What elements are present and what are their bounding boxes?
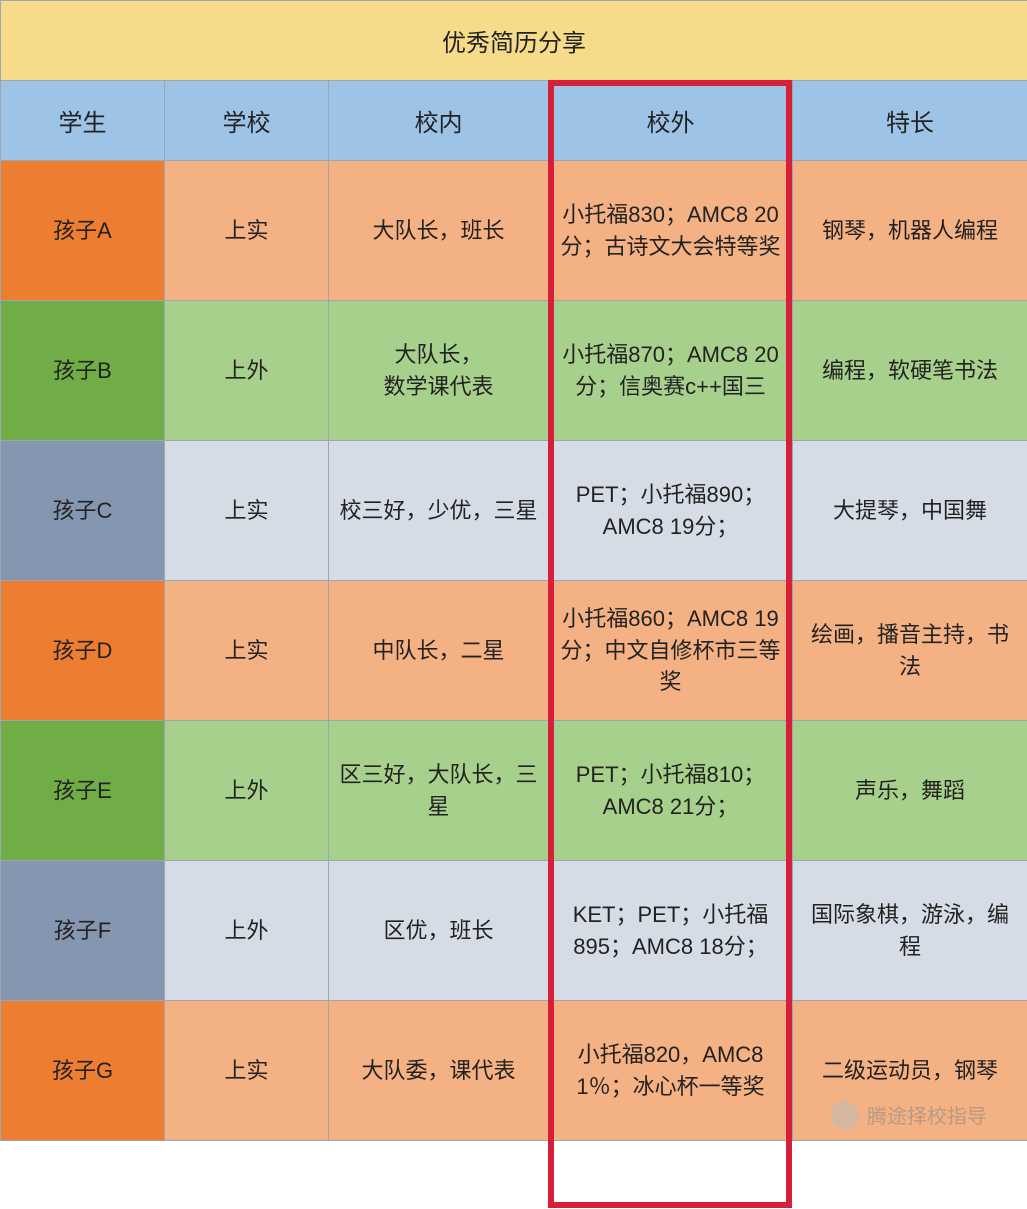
table-title: 优秀简历分享 <box>1 1 1027 81</box>
table-row: 孩子D上实中队长，二星小托福860；AMC8 19分；中文自修杯市三等奖绘画，播… <box>1 581 1027 721</box>
cell-school: 上实 <box>165 1001 329 1141</box>
cell-inside: 大队委，课代表 <box>329 1001 549 1141</box>
table-row: 孩子A上实大队长，班长小托福830；AMC8 20分；古诗文大会特等奖钢琴，机器… <box>1 161 1027 301</box>
cell-inside: 大队长，班长 <box>329 161 549 301</box>
cell-inside: 区三好，大队长，三星 <box>329 721 549 861</box>
cell-talent: 绘画，播音主持，书法 <box>793 581 1027 721</box>
cell-talent: 编程，软硬笔书法 <box>793 301 1027 441</box>
cell-talent: 钢琴，机器人编程 <box>793 161 1027 301</box>
cell-student: 孩子D <box>1 581 165 721</box>
cell-talent: 声乐，舞蹈 <box>793 721 1027 861</box>
col-header-student: 学生 <box>1 81 165 161</box>
cell-talent: 二级运动员，钢琴 <box>793 1001 1027 1141</box>
cell-outside: PET；小托福890；AMC8 19分； <box>549 441 793 581</box>
table-row: 孩子C上实校三好，少优，三星PET；小托福890；AMC8 19分；大提琴，中国… <box>1 441 1027 581</box>
header-row: 学生 学校 校内 校外 特长 <box>1 81 1027 161</box>
cell-school: 上外 <box>165 721 329 861</box>
cell-outside: PET；小托福810；AMC8 21分； <box>549 721 793 861</box>
cell-school: 上外 <box>165 301 329 441</box>
title-row: 优秀简历分享 <box>1 1 1027 81</box>
cell-outside: 小托福830；AMC8 20分；古诗文大会特等奖 <box>549 161 793 301</box>
cell-school: 上实 <box>165 581 329 721</box>
table-row: 孩子B上外大队长，数学课代表小托福870；AMC8 20分；信奥赛c++国三编程… <box>1 301 1027 441</box>
table-row: 孩子G上实大队委，课代表小托福820，AMC8 1％；冰心杯一等奖二级运动员，钢… <box>1 1001 1027 1141</box>
table-row: 孩子F上外区优，班长KET；PET；小托福895；AMC8 18分；国际象棋，游… <box>1 861 1027 1001</box>
cell-inside: 大队长，数学课代表 <box>329 301 549 441</box>
cell-student: 孩子F <box>1 861 165 1001</box>
table-row: 孩子E上外区三好，大队长，三星PET；小托福810；AMC8 21分；声乐，舞蹈 <box>1 721 1027 861</box>
cell-student: 孩子G <box>1 1001 165 1141</box>
cell-student: 孩子C <box>1 441 165 581</box>
cell-school: 上实 <box>165 161 329 301</box>
cell-inside: 校三好，少优，三星 <box>329 441 549 581</box>
cell-talent: 国际象棋，游泳，编程 <box>793 861 1027 1001</box>
cell-talent: 大提琴，中国舞 <box>793 441 1027 581</box>
cell-student: 孩子E <box>1 721 165 861</box>
col-header-talent: 特长 <box>793 81 1027 161</box>
cell-inside: 中队长，二星 <box>329 581 549 721</box>
cell-student: 孩子B <box>1 301 165 441</box>
cell-student: 孩子A <box>1 161 165 301</box>
cell-outside: 小托福870；AMC8 20分；信奥赛c++国三 <box>549 301 793 441</box>
cell-school: 上实 <box>165 441 329 581</box>
col-header-school: 学校 <box>165 81 329 161</box>
col-header-outside: 校外 <box>549 81 793 161</box>
resume-share-table: 优秀简历分享 学生 学校 校内 校外 特长 孩子A上实大队长，班长小托福830；… <box>0 0 1027 1141</box>
cell-outside: 小托福820，AMC8 1％；冰心杯一等奖 <box>549 1001 793 1141</box>
cell-inside: 区优，班长 <box>329 861 549 1001</box>
col-header-inside: 校内 <box>329 81 549 161</box>
cell-outside: 小托福860；AMC8 19分；中文自修杯市三等奖 <box>549 581 793 721</box>
cell-school: 上外 <box>165 861 329 1001</box>
cell-outside: KET；PET；小托福895；AMC8 18分； <box>549 861 793 1001</box>
